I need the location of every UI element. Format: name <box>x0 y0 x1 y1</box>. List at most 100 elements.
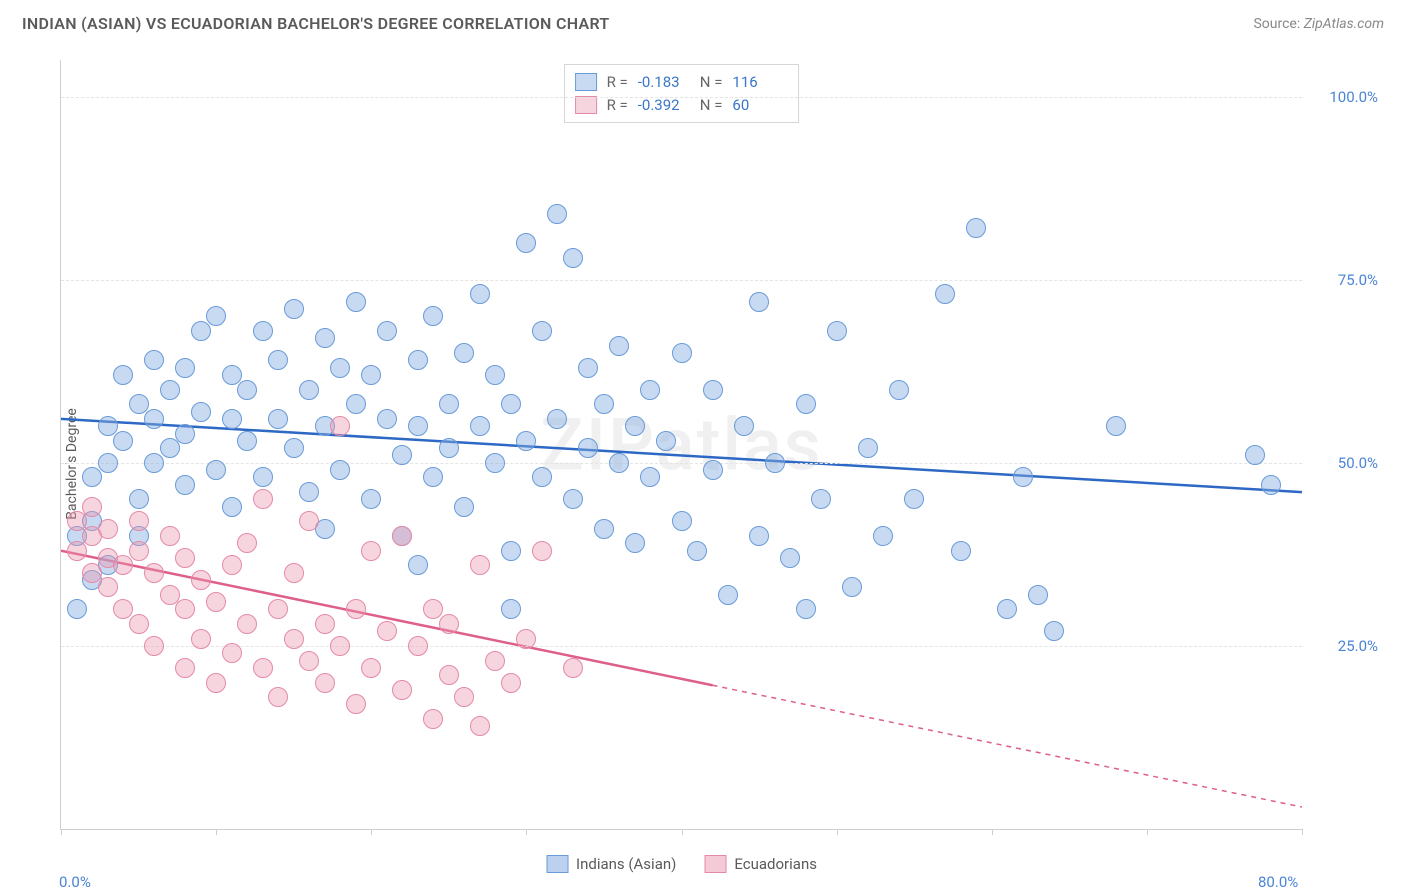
data-point <box>1245 445 1265 465</box>
data-point <box>1044 621 1064 641</box>
chart-area: Bachelor's Degree ZIPatlas R =-0.183N =1… <box>22 48 1384 880</box>
data-point <box>547 409 567 429</box>
data-point <box>1028 585 1048 605</box>
data-point <box>237 380 257 400</box>
data-point <box>361 658 381 678</box>
data-point <box>796 394 816 414</box>
data-point <box>253 467 273 487</box>
chart-header: INDIAN (ASIAN) VS ECUADORIAN BACHELOR'S … <box>0 0 1406 43</box>
data-point <box>191 321 211 341</box>
data-point <box>315 673 335 693</box>
x-tick-label: 0.0% <box>59 873 91 891</box>
data-point <box>563 248 583 268</box>
data-point <box>703 460 723 480</box>
data-point <box>1261 475 1281 495</box>
stat-n-value: 116 <box>732 71 784 94</box>
stat-r-label: R = <box>607 71 628 94</box>
data-point <box>889 380 909 400</box>
y-tick-label: 75.0% <box>1338 271 1378 289</box>
data-point <box>594 394 614 414</box>
data-point <box>392 680 412 700</box>
data-point <box>718 585 738 605</box>
data-point <box>237 431 257 451</box>
data-point <box>904 489 924 509</box>
stat-n-label: N = <box>700 71 723 94</box>
stats-row: R = -0.183 N = 116 <box>575 71 785 94</box>
data-point <box>470 555 490 575</box>
data-point <box>470 284 490 304</box>
data-point <box>284 629 304 649</box>
data-point <box>842 577 862 597</box>
data-point <box>454 497 474 517</box>
data-point <box>113 365 133 385</box>
data-point <box>439 394 459 414</box>
data-point <box>144 350 164 370</box>
data-point <box>129 394 149 414</box>
y-tick-label: 25.0% <box>1338 637 1378 655</box>
data-point <box>361 541 381 561</box>
data-point <box>625 416 645 436</box>
data-point <box>206 460 226 480</box>
gridline <box>61 463 1302 464</box>
data-point <box>175 358 195 378</box>
chart-title: INDIAN (ASIAN) VS ECUADORIAN BACHELOR'S … <box>22 14 610 33</box>
data-point <box>82 467 102 487</box>
data-point <box>191 402 211 422</box>
data-point <box>811 489 831 509</box>
data-point <box>423 306 443 326</box>
data-point <box>640 467 660 487</box>
x-tick-mark <box>992 829 993 835</box>
data-point <box>516 233 536 253</box>
data-point <box>82 563 102 583</box>
data-point <box>268 350 288 370</box>
data-point <box>485 365 505 385</box>
data-point <box>284 299 304 319</box>
gridline <box>61 280 1302 281</box>
data-point <box>377 621 397 641</box>
plot-region: ZIPatlas R =-0.183N =116R =-0.392N =60 I… <box>60 60 1302 830</box>
data-point <box>423 709 443 729</box>
data-point <box>625 533 645 553</box>
data-point <box>765 453 785 473</box>
data-point <box>532 321 552 341</box>
x-tick-label: 80.0% <box>1258 873 1298 891</box>
data-point <box>563 489 583 509</box>
data-point <box>408 416 428 436</box>
data-point <box>485 651 505 671</box>
legend-swatch <box>575 96 597 114</box>
data-point <box>703 380 723 400</box>
data-point <box>206 306 226 326</box>
stat-r-value: -0.183 <box>638 71 690 94</box>
data-point <box>423 467 443 487</box>
trend-line-extrapolated <box>713 685 1302 807</box>
data-point <box>749 526 769 546</box>
data-point <box>1106 416 1126 436</box>
data-point <box>640 380 660 400</box>
data-point <box>222 365 242 385</box>
data-point <box>160 526 180 546</box>
data-point <box>392 526 412 546</box>
data-point <box>594 519 614 539</box>
stats-legend-box: R =-0.183N =116R =-0.392N =60 <box>564 64 800 123</box>
data-point <box>361 489 381 509</box>
data-point <box>330 416 350 436</box>
data-point <box>268 687 288 707</box>
data-point <box>966 218 986 238</box>
data-point <box>175 658 195 678</box>
data-point <box>749 292 769 312</box>
data-point <box>284 563 304 583</box>
legend-swatch <box>546 855 568 873</box>
data-point <box>206 673 226 693</box>
data-point <box>578 358 598 378</box>
data-point <box>160 380 180 400</box>
data-point <box>470 716 490 736</box>
data-point <box>98 519 118 539</box>
x-tick-mark <box>682 829 683 835</box>
data-point <box>206 592 226 612</box>
data-point <box>253 489 273 509</box>
data-point <box>377 409 397 429</box>
data-point <box>299 380 319 400</box>
data-point <box>268 599 288 619</box>
data-point <box>113 555 133 575</box>
data-point <box>175 475 195 495</box>
